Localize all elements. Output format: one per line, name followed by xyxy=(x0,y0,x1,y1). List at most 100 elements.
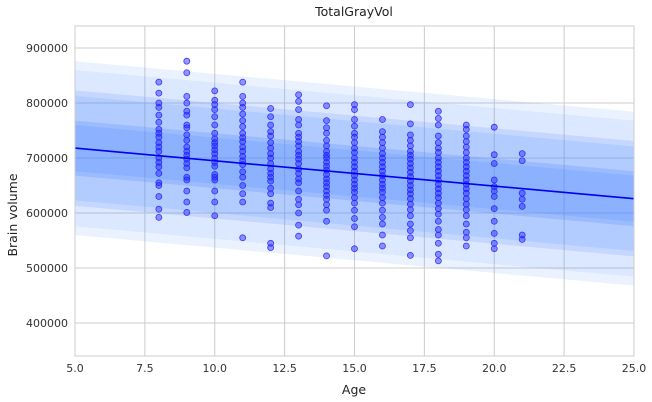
data-point xyxy=(295,232,303,240)
data-point xyxy=(490,151,498,159)
data-point xyxy=(239,173,247,181)
data-point xyxy=(406,190,414,198)
data-point xyxy=(267,113,275,121)
data-point xyxy=(183,164,191,172)
data-point xyxy=(462,149,470,156)
data-points xyxy=(155,57,526,265)
data-point xyxy=(323,136,330,144)
data-point xyxy=(267,204,275,211)
data-point xyxy=(211,162,219,170)
data-point xyxy=(434,217,442,225)
data-point xyxy=(351,122,358,130)
data-point xyxy=(490,217,498,225)
data-point xyxy=(379,231,386,239)
data-point xyxy=(295,142,303,150)
data-point xyxy=(490,229,498,237)
data-point xyxy=(351,149,358,156)
data-point xyxy=(518,189,526,197)
data-point xyxy=(406,220,414,228)
data-point xyxy=(183,93,191,100)
data-point xyxy=(406,131,414,139)
data-point xyxy=(267,177,275,185)
data-point xyxy=(462,125,470,133)
data-point xyxy=(434,107,442,115)
data-point xyxy=(323,195,330,203)
y-tick-label: 400000 xyxy=(26,317,68,330)
data-point xyxy=(434,231,442,239)
data-point xyxy=(155,163,163,171)
data-point xyxy=(323,117,330,124)
data-point xyxy=(462,228,470,236)
x-tick-label: 17.5 xyxy=(412,362,437,375)
data-point xyxy=(434,121,442,129)
data-point xyxy=(183,131,191,139)
data-point xyxy=(406,136,414,144)
data-point xyxy=(239,93,247,100)
data-point xyxy=(323,217,330,225)
data-point xyxy=(406,227,414,235)
data-point xyxy=(351,139,358,147)
x-axis: 5.0 7.5 10.0 12.5 15.0 17.5 20.0 22.5 25.0 xyxy=(66,362,646,375)
data-point xyxy=(211,212,219,220)
data-point xyxy=(518,202,526,210)
data-point xyxy=(295,121,303,129)
data-point xyxy=(518,235,526,243)
data-point xyxy=(295,169,303,177)
data-point xyxy=(183,136,191,144)
data-point xyxy=(295,179,303,187)
data-point xyxy=(379,128,386,136)
x-tick-label: 12.5 xyxy=(272,362,297,375)
x-tick-label: 25.0 xyxy=(622,362,647,375)
data-point xyxy=(239,198,247,206)
data-point xyxy=(239,182,247,189)
data-point xyxy=(490,239,498,247)
data-point xyxy=(267,190,275,198)
data-point xyxy=(434,139,442,147)
x-tick-label: 22.5 xyxy=(552,362,577,375)
y-axis-label: Brain volume xyxy=(5,173,20,256)
data-point xyxy=(379,220,386,228)
data-point xyxy=(211,113,219,121)
data-point xyxy=(323,129,330,137)
data-point xyxy=(155,193,163,200)
data-point xyxy=(183,111,191,119)
data-point xyxy=(351,106,358,113)
data-point xyxy=(323,124,330,132)
data-point xyxy=(406,101,414,109)
data-point xyxy=(351,199,358,207)
data-point xyxy=(490,160,498,167)
data-point xyxy=(295,106,303,113)
data-point xyxy=(239,78,247,86)
data-point xyxy=(351,206,358,214)
data-point xyxy=(183,198,191,206)
data-point xyxy=(406,200,414,208)
data-point xyxy=(267,132,275,140)
data-point xyxy=(295,195,303,203)
data-point xyxy=(295,201,303,209)
data-point xyxy=(323,252,330,260)
data-point xyxy=(379,194,386,202)
data-point xyxy=(267,121,275,129)
chart-title: TotalGrayVol xyxy=(314,4,393,19)
data-point xyxy=(379,133,386,141)
data-point xyxy=(351,245,358,253)
data-point xyxy=(323,206,330,214)
data-point xyxy=(211,101,219,109)
data-point xyxy=(155,133,163,141)
y-tick-label: 600000 xyxy=(26,207,68,220)
data-point xyxy=(155,111,163,119)
data-point xyxy=(406,120,414,128)
data-point xyxy=(155,205,163,213)
data-point xyxy=(490,176,498,184)
x-tick-label: 10.0 xyxy=(203,362,228,375)
data-point xyxy=(211,87,219,95)
x-tick-label: 5.0 xyxy=(66,362,84,375)
data-point xyxy=(351,215,358,222)
data-point xyxy=(295,160,303,167)
data-point xyxy=(295,97,303,105)
y-tick-label: 700000 xyxy=(26,152,68,165)
data-point xyxy=(462,234,470,242)
data-point xyxy=(211,106,219,113)
data-point xyxy=(518,157,526,165)
data-point xyxy=(379,213,386,221)
